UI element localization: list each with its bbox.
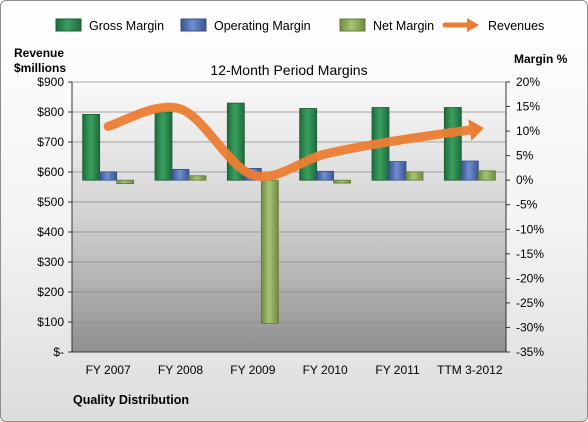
left-tick-label: $400	[37, 225, 64, 239]
axes-group: $- $100 $200 $300 $400 $500 $600 $700 $800 $900 -3…	[37, 75, 544, 377]
revenue-arrowhead	[468, 119, 484, 141]
right-tick-label: 15%	[516, 100, 540, 114]
right-tick-label: 5%	[516, 149, 534, 163]
left-tick-label: $100	[37, 315, 64, 329]
left-tick-label: $800	[37, 105, 64, 119]
right-tick-label: -25%	[516, 296, 544, 310]
bar-operating-margin	[460, 160, 479, 181]
left-tick-label: $200	[37, 285, 64, 299]
bar-gross-margin	[82, 114, 101, 181]
right-tick-label: -5%	[516, 198, 538, 212]
left-tick-label: $300	[37, 255, 64, 269]
legend-arrow-icon	[467, 18, 479, 32]
chart-title: 12-Month Period Margins	[210, 62, 367, 78]
bar-operating-margin	[171, 168, 190, 181]
revenue-line	[103, 102, 475, 181]
revenue-line-group	[103, 102, 484, 181]
left-tick-label: $700	[37, 135, 64, 149]
left-axis-title-line2: $millions	[14, 61, 66, 75]
legend-label-net-margin: Net Margin	[373, 19, 434, 33]
bar-net-margin	[260, 179, 279, 324]
bar-operating-margin	[388, 161, 407, 181]
left-tick-label: $600	[37, 165, 64, 179]
left-tick-label: $900	[37, 75, 64, 89]
legend-item-operating-margin: Operating Margin	[180, 18, 311, 33]
legend-item-revenues: Revenues	[442, 18, 544, 33]
right-tick-label: 10%	[516, 124, 540, 138]
right-axis-title: Margin %	[514, 52, 568, 66]
bar-net-margin	[188, 175, 207, 181]
bar-net-margin	[116, 179, 135, 185]
bar-gross-margin	[299, 108, 318, 181]
right-tick-label: -15%	[516, 247, 544, 261]
company-footer: Quality Distribution	[73, 393, 189, 407]
legend-item-net-margin: Net Margin	[339, 18, 434, 33]
bar-operating-margin	[316, 170, 335, 181]
legend-swatch-operating-margin	[180, 18, 207, 32]
x-category-label: FY 2009	[230, 363, 275, 377]
legend-label-revenues: Revenues	[488, 19, 544, 33]
right-tick-label: 0%	[516, 173, 534, 187]
bar-gross-margin	[154, 111, 173, 181]
gridlines	[72, 81, 506, 353]
bar-gross-margin	[443, 107, 462, 181]
x-category-label: FY 2007	[86, 363, 131, 377]
right-tick-label: -10%	[516, 222, 544, 236]
bar-net-margin	[405, 171, 424, 181]
right-tick-label: -35%	[516, 345, 544, 359]
bar-net-margin	[333, 179, 352, 184]
right-tick-label: 20%	[516, 75, 540, 89]
x-category-label: FY 2008	[158, 363, 203, 377]
x-category-label: FY 2010	[303, 363, 348, 377]
x-category-label: FY 2011	[375, 363, 420, 377]
legend-swatch-gross-margin	[55, 18, 82, 32]
left-tick-label: $500	[37, 195, 64, 209]
x-category-label: TTM 3-2012	[437, 363, 503, 377]
bar-operating-margin	[99, 171, 118, 181]
legend: Gross Margin Operating Margin Net Margin…	[55, 18, 544, 33]
right-tick-label: -30%	[516, 320, 544, 334]
left-tick-label: $-	[53, 345, 64, 359]
right-tick-label: -20%	[516, 271, 544, 285]
bar-net-margin	[477, 170, 496, 181]
left-axis-title-line1: Revenue	[14, 46, 64, 60]
legend-item-gross-margin: Gross Margin	[55, 18, 164, 33]
legend-label-gross-margin: Gross Margin	[89, 19, 164, 33]
legend-swatch-net-margin	[339, 18, 366, 32]
plot-area	[72, 82, 506, 352]
legend-label-operating-margin: Operating Margin	[214, 19, 311, 33]
bars-group	[82, 102, 496, 324]
